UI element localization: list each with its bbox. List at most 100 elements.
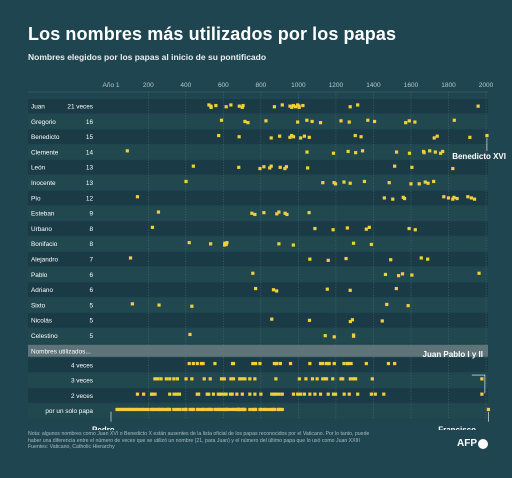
data-point <box>219 118 224 122</box>
row-band <box>28 267 488 282</box>
data-point <box>172 392 176 396</box>
data-point <box>238 407 242 412</box>
data-point <box>157 303 161 307</box>
data-point <box>219 407 224 412</box>
footnote-line-1: Nota: algunos nombres como Juan XVI o Be… <box>28 431 370 437</box>
data-point <box>370 377 374 381</box>
data-point <box>410 165 414 169</box>
data-point <box>308 257 312 261</box>
data-point <box>372 119 377 124</box>
row-band <box>28 160 488 175</box>
data-point <box>248 377 252 381</box>
data-point <box>283 211 287 215</box>
data-point <box>135 407 140 412</box>
data-point <box>407 151 412 155</box>
data-point <box>237 104 241 108</box>
data-point <box>130 407 134 412</box>
data-point <box>296 392 300 396</box>
data-point <box>299 392 303 396</box>
data-point <box>428 149 432 153</box>
data-point <box>254 361 258 366</box>
data-point <box>422 151 426 155</box>
footnote-line-2: haber una diferencia entre el número de … <box>28 437 360 444</box>
data-point <box>332 335 336 339</box>
data-point <box>342 180 346 184</box>
data-point <box>469 196 473 200</box>
annotation-francisco: Francisco <box>438 426 476 430</box>
data-point <box>253 212 257 217</box>
x-tick-label: 800 <box>255 82 266 89</box>
row-count-label: 14 <box>86 149 94 156</box>
data-point <box>288 361 293 366</box>
data-point <box>197 392 201 396</box>
data-point <box>402 196 407 201</box>
data-point <box>313 226 317 231</box>
data-point <box>243 407 247 412</box>
data-point <box>393 361 397 366</box>
data-point <box>313 392 317 396</box>
data-point <box>354 151 358 155</box>
row-count-label: 6 <box>89 272 93 279</box>
data-point <box>168 377 172 381</box>
row-name-label: Benedicto <box>31 134 60 141</box>
data-point <box>121 407 125 412</box>
data-point <box>144 407 148 412</box>
data-point <box>184 407 188 412</box>
data-point <box>211 392 216 396</box>
x-tick-label: 1200 <box>329 82 344 89</box>
data-point <box>277 210 281 214</box>
data-point <box>331 377 335 381</box>
data-point <box>224 392 228 396</box>
data-point <box>132 407 136 412</box>
data-point <box>318 392 323 396</box>
data-point <box>321 181 325 185</box>
data-point <box>209 242 213 246</box>
row-count-label: 5 <box>89 318 93 325</box>
row-name-label: Pablo <box>31 272 48 279</box>
data-point <box>360 149 365 153</box>
data-point <box>409 182 413 186</box>
afp-logo-text: AFP <box>457 438 477 449</box>
data-point <box>202 377 206 381</box>
data-point <box>153 407 157 412</box>
data-point <box>191 361 195 366</box>
data-point <box>172 407 176 412</box>
data-point <box>307 211 311 215</box>
data-point <box>201 361 205 366</box>
data-point <box>407 226 411 231</box>
x-tick-label: Año 1 <box>103 82 120 89</box>
row-count-label: 15 <box>86 134 94 141</box>
row-count-label: 5 <box>89 333 93 340</box>
row-count-label: 7 <box>89 256 93 263</box>
data-point <box>442 195 446 199</box>
data-point <box>217 407 222 412</box>
data-point <box>410 273 414 277</box>
data-point <box>164 377 168 381</box>
data-point <box>432 136 436 140</box>
data-point <box>472 197 477 201</box>
row-count-label: 16 <box>86 119 94 126</box>
row-band <box>28 190 488 206</box>
data-point <box>188 407 192 412</box>
data-point <box>480 377 484 381</box>
data-point <box>202 407 206 412</box>
data-point <box>433 150 437 154</box>
footnote-sources: Fuentes: Vaticano, Catholic Hierarchy <box>28 444 115 450</box>
data-point <box>275 212 279 216</box>
data-point <box>385 302 389 307</box>
section-label: Nombres utilizados... <box>31 348 91 355</box>
chart-subtitle: Nombres elegidos por los papas al inicio… <box>28 52 267 62</box>
data-point <box>213 361 217 366</box>
data-point <box>476 104 480 108</box>
row-count-label: 5 <box>89 302 93 309</box>
data-point <box>347 120 351 124</box>
group-band <box>28 403 488 418</box>
data-point <box>310 119 314 124</box>
row-count-label: 8 <box>89 226 93 233</box>
data-point <box>406 304 410 308</box>
data-point <box>351 334 356 338</box>
data-point <box>175 392 179 396</box>
data-point <box>341 377 345 381</box>
data-point <box>339 377 343 381</box>
data-point <box>325 287 329 291</box>
